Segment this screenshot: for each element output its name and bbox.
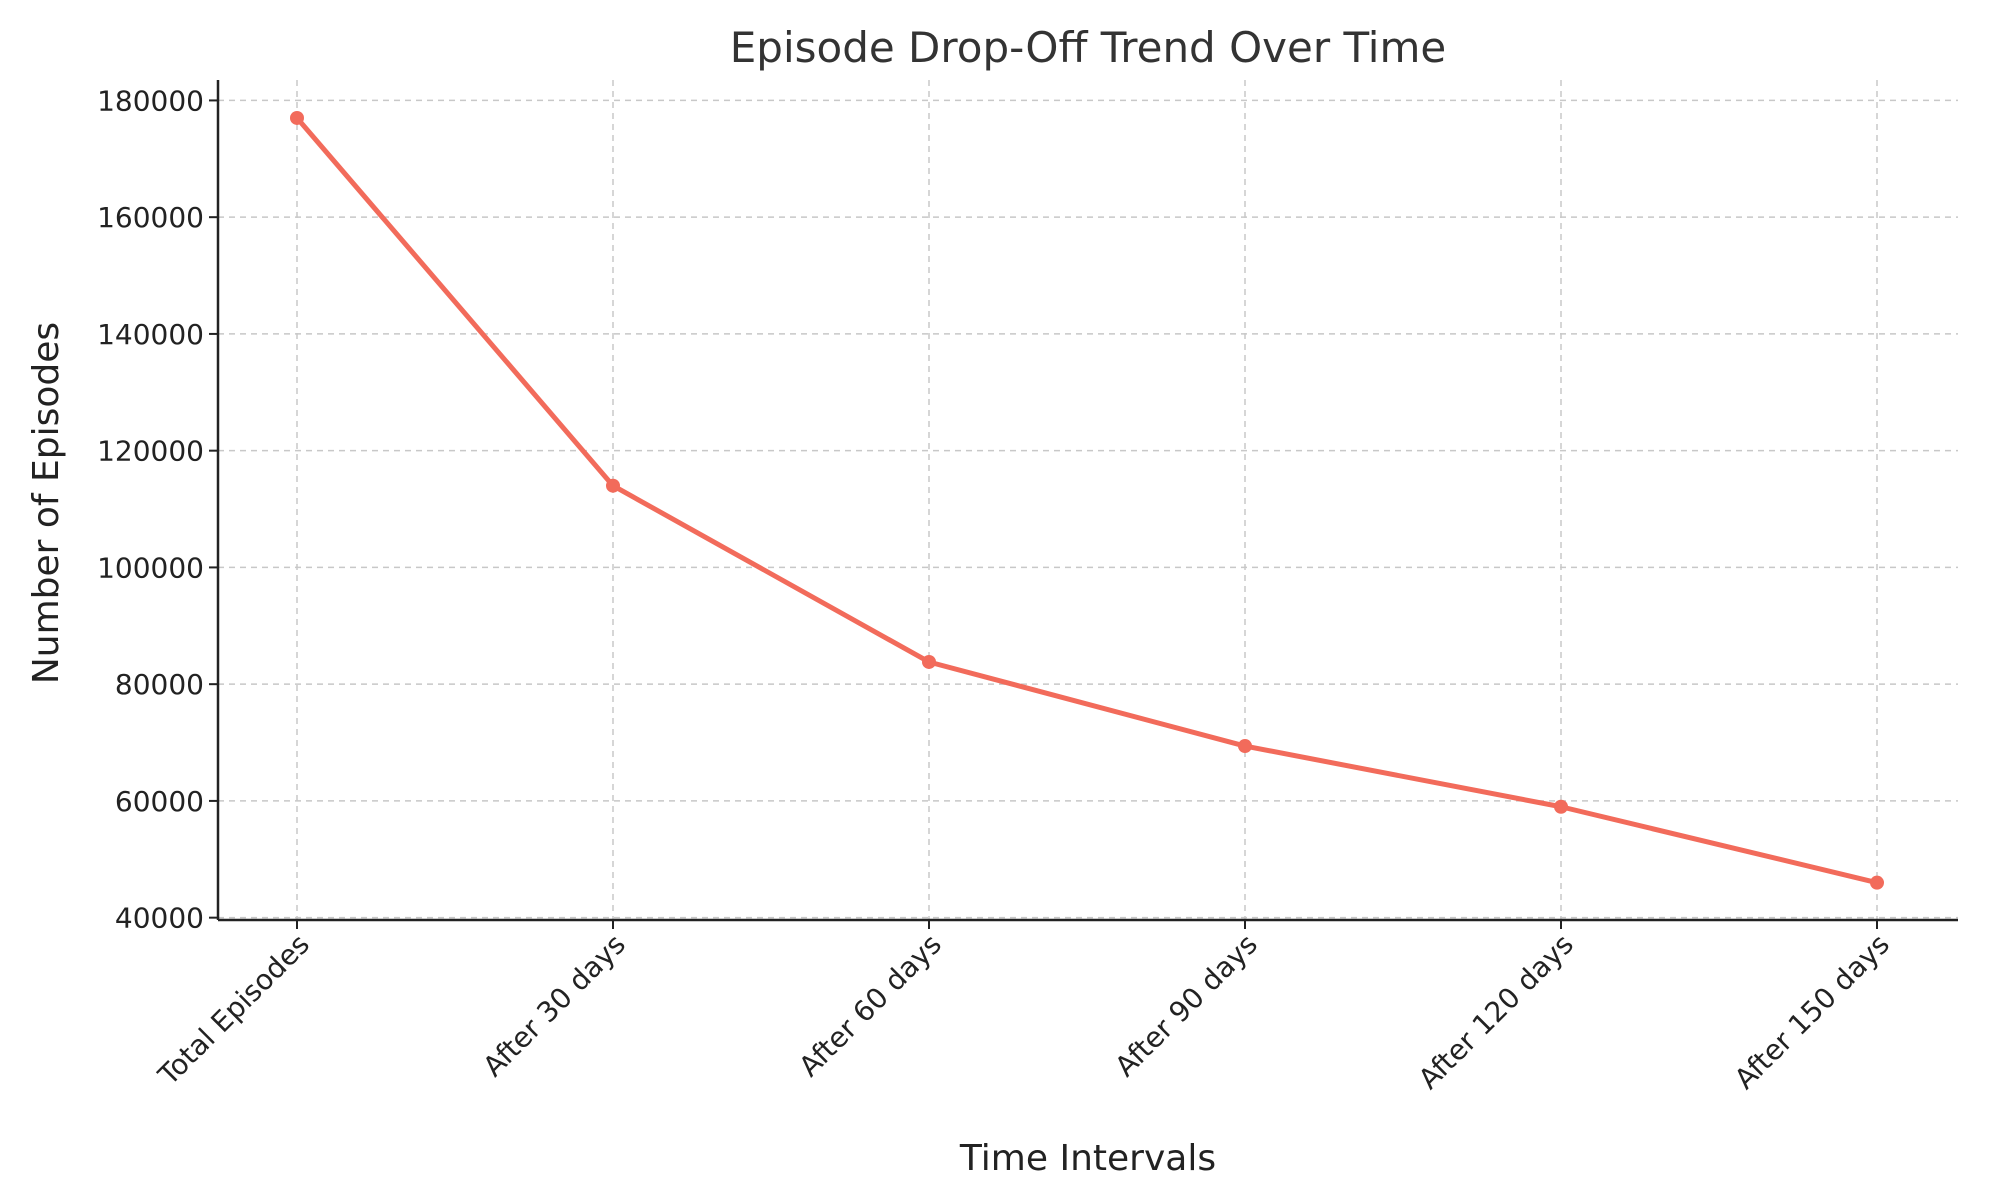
data-point — [1238, 739, 1252, 754]
y-tick-label: 100000 — [97, 551, 204, 584]
data-point — [922, 654, 936, 669]
y-tick-label: 60000 — [115, 785, 204, 818]
x-axis-ticks: Total Episodes After 30 days After 60 days… — [151, 920, 1896, 1096]
data-point — [290, 110, 304, 125]
y-tick-label: 120000 — [97, 435, 204, 468]
data-point-markers — [290, 110, 1884, 890]
x-tick-label: After 90 days — [1109, 928, 1264, 1083]
y-axis-label: Number of Episodes — [26, 322, 67, 684]
x-tick-label: Total Episodes — [151, 928, 316, 1093]
y-tick-label: 180000 — [97, 84, 204, 117]
y-tick-label: 160000 — [97, 201, 204, 234]
x-tick-label: After 150 days — [1728, 928, 1896, 1096]
y-tick-label: 140000 — [97, 318, 204, 351]
data-point — [1870, 875, 1884, 890]
data-point — [1554, 799, 1568, 814]
chart-title: Episode Drop-Off Trend Over Time — [730, 23, 1446, 72]
x-tick-label: After 120 days — [1412, 928, 1580, 1096]
y-axis-ticks: 40000 60000 80000 100000 120000 140000 160000 1… — [97, 84, 218, 935]
y-tick-label: 80000 — [115, 668, 204, 701]
x-tick-label: After 60 days — [793, 928, 948, 1083]
series-line — [294, 115, 1880, 886]
x-axis-label: Time Intervals — [959, 1138, 1216, 1179]
data-point — [606, 478, 620, 493]
grid-lines — [218, 80, 1958, 920]
y-tick-label: 40000 — [115, 902, 204, 935]
x-tick-label: After 30 days — [477, 928, 632, 1083]
